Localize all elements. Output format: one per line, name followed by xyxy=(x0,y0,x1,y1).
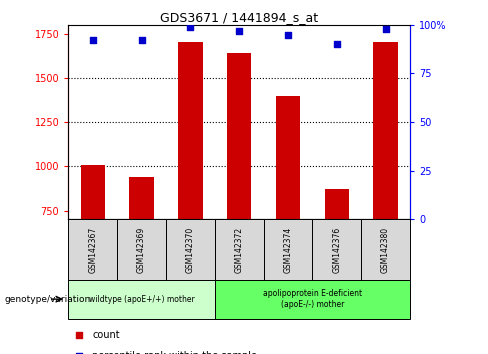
Text: GSM142367: GSM142367 xyxy=(88,227,97,273)
Title: GDS3671 / 1441894_s_at: GDS3671 / 1441894_s_at xyxy=(160,11,318,24)
Bar xyxy=(215,219,264,280)
Point xyxy=(333,41,341,47)
Text: GSM142376: GSM142376 xyxy=(332,227,341,273)
Text: wildtype (apoE+/+) mother: wildtype (apoE+/+) mother xyxy=(89,295,194,304)
Bar xyxy=(68,219,117,280)
Bar xyxy=(264,219,312,280)
Bar xyxy=(361,219,410,280)
Point xyxy=(382,26,389,32)
Bar xyxy=(276,96,300,219)
Bar xyxy=(117,219,166,280)
Point xyxy=(138,38,145,43)
Text: GSM142374: GSM142374 xyxy=(284,227,292,273)
Bar xyxy=(129,177,154,219)
Point xyxy=(75,332,82,338)
Bar xyxy=(373,42,398,219)
Text: apolipoprotein E-deficient
(apoE-/-) mother: apolipoprotein E-deficient (apoE-/-) mot… xyxy=(263,290,362,309)
Bar xyxy=(325,189,349,219)
Bar xyxy=(312,219,361,280)
Bar xyxy=(68,280,215,319)
Text: count: count xyxy=(92,330,120,340)
Text: genotype/variation: genotype/variation xyxy=(5,295,91,304)
Point xyxy=(235,28,243,33)
Text: GSM142372: GSM142372 xyxy=(235,227,244,273)
Bar xyxy=(178,42,203,219)
Point xyxy=(186,24,194,29)
Bar xyxy=(166,219,215,280)
Text: percentile rank within the sample: percentile rank within the sample xyxy=(92,351,257,354)
Bar xyxy=(215,280,410,319)
Text: GSM142370: GSM142370 xyxy=(186,227,195,273)
Text: GSM142380: GSM142380 xyxy=(381,227,390,273)
Point xyxy=(284,32,292,37)
Point xyxy=(75,353,82,354)
Bar xyxy=(227,53,251,219)
Bar xyxy=(81,165,105,219)
Text: GSM142369: GSM142369 xyxy=(137,227,146,273)
Point xyxy=(89,38,97,43)
